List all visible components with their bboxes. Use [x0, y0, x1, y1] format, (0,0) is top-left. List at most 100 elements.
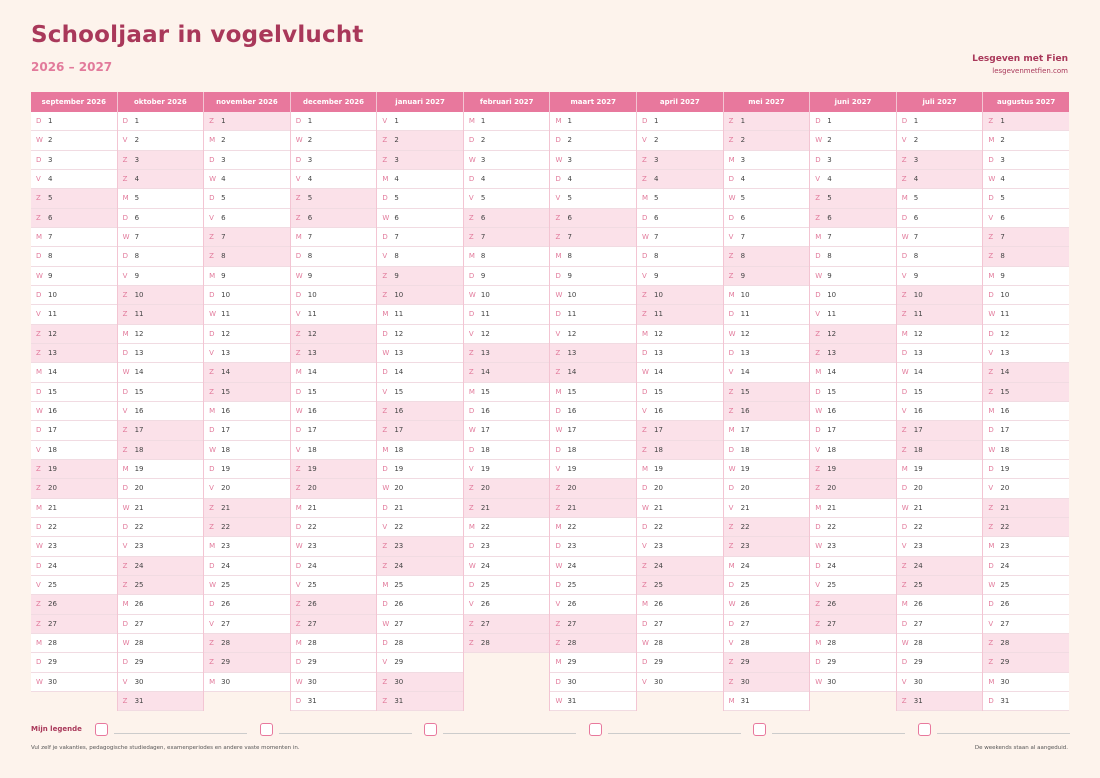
day-cell[interactable]: D 16 — [463, 401, 550, 422]
day-cell[interactable]: Z 19 — [31, 459, 117, 480]
day-cell[interactable]: W 10 — [463, 285, 550, 306]
day-cell[interactable]: Z 13 — [463, 343, 550, 364]
day-cell[interactable]: M 14 — [290, 363, 377, 383]
day-cell[interactable]: D 12 — [983, 324, 1069, 344]
day-cell[interactable]: Z 31 — [896, 691, 983, 712]
day-cell[interactable]: Z 16 — [377, 401, 463, 422]
day-cell[interactable]: W 12 — [723, 324, 810, 344]
day-cell[interactable]: Z 13 — [550, 343, 637, 364]
legend-checkbox[interactable] — [95, 723, 108, 736]
day-cell[interactable]: V 29 — [377, 653, 463, 673]
day-cell[interactable]: M 21 — [290, 498, 377, 518]
day-cell[interactable]: Z 10 — [637, 285, 723, 306]
day-cell[interactable]: Z 26 — [31, 595, 117, 615]
day-cell[interactable]: Z 10 — [117, 285, 204, 306]
day-cell[interactable]: W 10 — [550, 285, 637, 306]
day-cell[interactable]: V 12 — [463, 324, 550, 344]
day-cell[interactable]: V 27 — [204, 614, 290, 634]
day-cell[interactable]: Z 30 — [377, 672, 463, 692]
day-cell[interactable]: Z 27 — [550, 614, 637, 634]
day-cell[interactable]: D 17 — [810, 421, 896, 441]
day-cell[interactable]: D 26 — [983, 595, 1069, 615]
day-cell[interactable]: Z 20 — [31, 479, 117, 499]
day-cell[interactable]: D 26 — [377, 595, 463, 615]
day-cell[interactable]: D 31 — [290, 691, 377, 712]
day-cell[interactable]: V 15 — [377, 382, 463, 402]
day-cell[interactable]: D 18 — [723, 440, 810, 460]
legend-checkbox[interactable] — [917, 723, 931, 736]
day-cell[interactable]: Z 30 — [723, 672, 810, 692]
day-cell[interactable]: V 23 — [117, 537, 204, 557]
day-cell[interactable]: D 10 — [290, 285, 377, 306]
day-cell[interactable]: M 26 — [896, 595, 983, 615]
day-cell[interactable]: V 11 — [31, 305, 117, 325]
day-cell[interactable]: Z 26 — [810, 595, 896, 615]
day-cell[interactable]: Z 18 — [896, 440, 983, 460]
day-cell[interactable]: Z 23 — [377, 537, 463, 557]
day-cell[interactable]: D 13 — [723, 343, 810, 364]
day-cell[interactable]: W 21 — [637, 498, 723, 518]
day-cell[interactable]: D 15 — [117, 382, 204, 402]
day-cell[interactable]: Z 14 — [550, 363, 637, 383]
day-cell[interactable]: V 13 — [983, 343, 1069, 364]
day-cell[interactable]: M 30 — [204, 672, 290, 692]
day-cell[interactable]: D 29 — [637, 653, 723, 673]
day-cell[interactable]: D 25 — [550, 575, 637, 596]
day-cell[interactable]: M 11 — [377, 305, 463, 325]
day-cell[interactable]: M 14 — [31, 363, 117, 383]
day-cell[interactable]: M 25 — [377, 575, 463, 596]
day-cell[interactable]: D 20 — [723, 479, 810, 499]
day-cell[interactable]: W 30 — [810, 672, 896, 692]
day-cell[interactable]: V 27 — [983, 614, 1069, 634]
day-cell[interactable]: Z 21 — [983, 498, 1069, 518]
day-cell[interactable]: W 26 — [723, 595, 810, 615]
day-cell[interactable]: D 16 — [550, 401, 637, 422]
day-cell[interactable]: V 21 — [723, 498, 810, 518]
day-cell[interactable]: Z 27 — [810, 614, 896, 634]
day-cell[interactable]: D 18 — [550, 440, 637, 460]
day-cell[interactable]: Z 27 — [31, 614, 117, 634]
day-cell[interactable]: D 26 — [204, 595, 290, 615]
legend-write-line[interactable] — [278, 733, 412, 734]
day-cell[interactable]: W 25 — [983, 575, 1069, 596]
day-cell[interactable]: Z 11 — [896, 305, 983, 325]
brand-url[interactable]: lesgevenmetfien.com — [992, 67, 1068, 75]
day-cell[interactable]: M 22 — [550, 517, 637, 538]
day-cell[interactable]: D 10 — [983, 285, 1069, 306]
legend-write-line[interactable] — [443, 733, 576, 734]
day-cell[interactable]: W 16 — [290, 401, 377, 422]
day-cell[interactable]: Z 28 — [550, 633, 637, 654]
day-cell[interactable]: V 18 — [810, 440, 896, 460]
day-cell[interactable]: Z 13 — [31, 343, 117, 364]
day-cell[interactable]: V 28 — [723, 633, 810, 654]
day-cell[interactable]: W 23 — [810, 537, 896, 557]
day-cell[interactable]: D 29 — [810, 653, 896, 673]
day-cell[interactable]: Z 28 — [983, 633, 1069, 654]
day-cell[interactable]: W 11 — [204, 305, 290, 325]
day-cell[interactable]: Z 10 — [896, 285, 983, 306]
day-cell[interactable]: Z 10 — [377, 285, 463, 306]
